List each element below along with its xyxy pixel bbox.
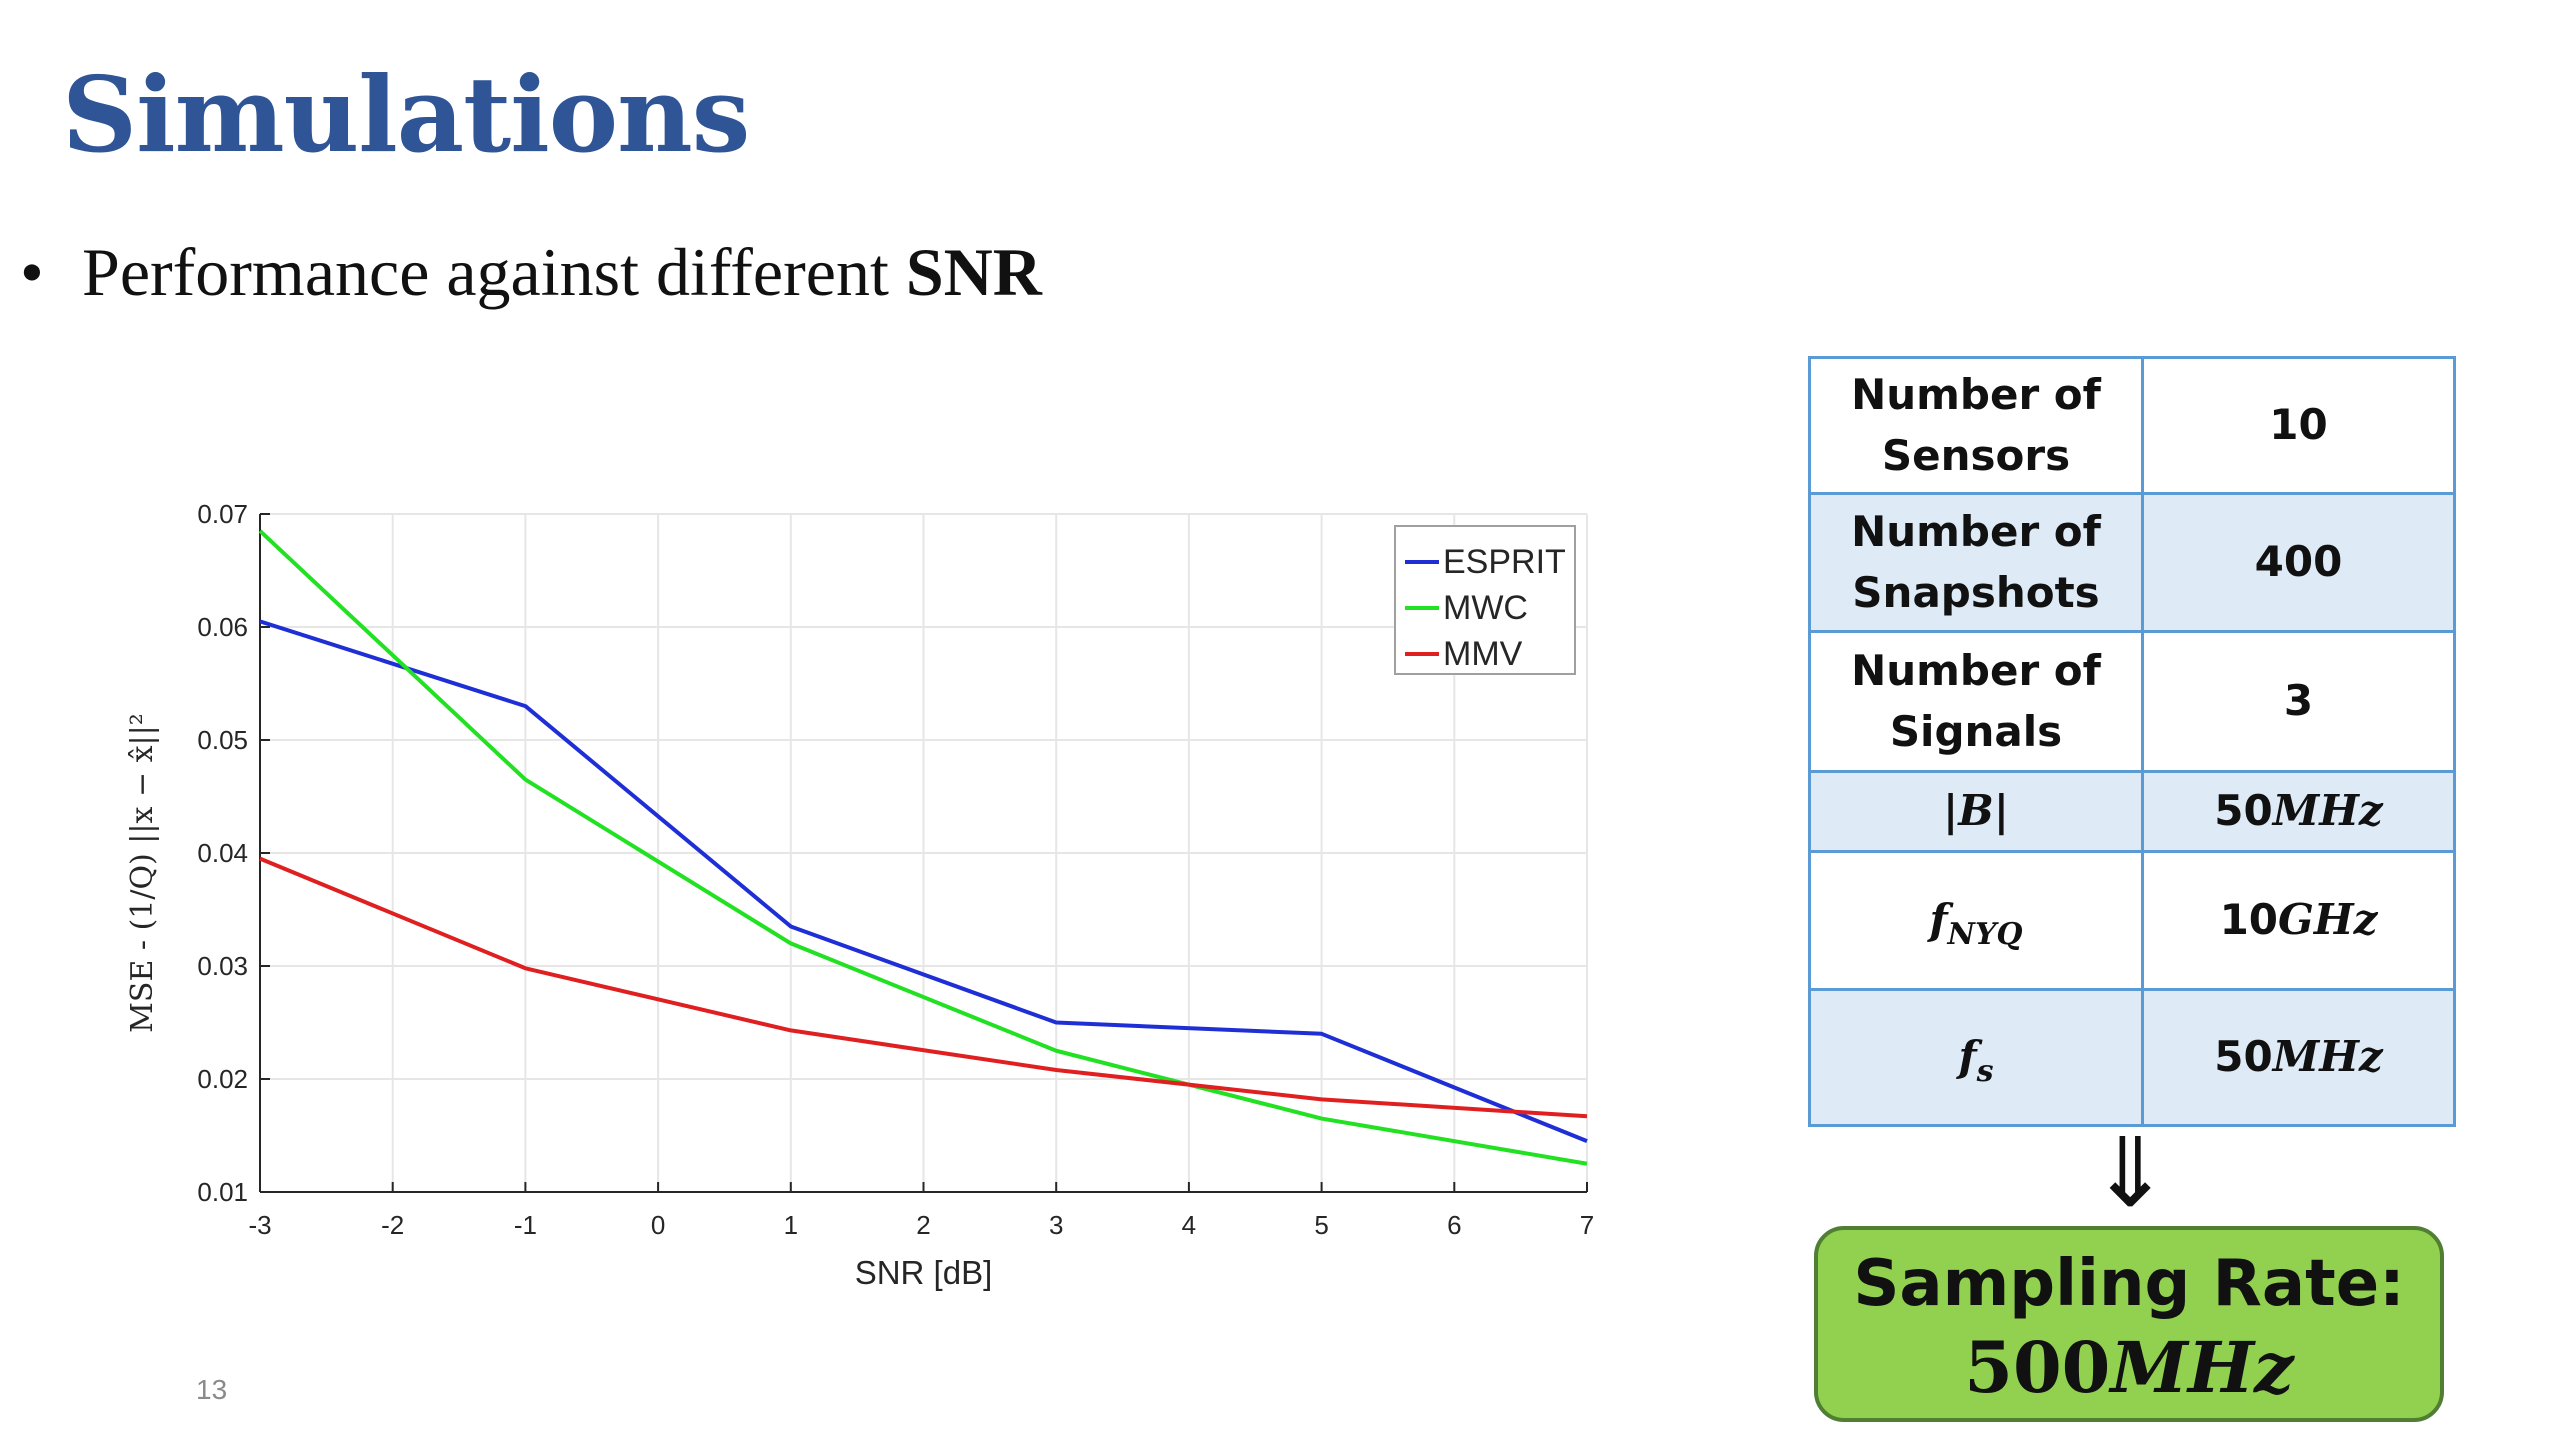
param-label: Number of Snapshots — [1808, 492, 2144, 633]
table-row-nyquist: fNYQ 10GHz — [1808, 850, 2456, 991]
x-tick-label: 4 — [1182, 1210, 1196, 1240]
rate-number: 500 — [1964, 1326, 2111, 1409]
x-tick-label: 3 — [1049, 1210, 1063, 1240]
param-value: 50MHz — [2141, 988, 2456, 1127]
x-tick-label: 1 — [784, 1210, 798, 1240]
bullet-item: • Performance against different SNR — [20, 232, 1042, 314]
series-line-mmv — [259, 856, 1588, 1119]
y-tick-label: 0.04 — [197, 838, 248, 868]
y-tick-label: 0.05 — [197, 725, 248, 755]
y-axis-label: MSE - (1/Q) ||x − x̂||² — [125, 713, 160, 1033]
table-row-bandwidth: |B| 50MHz — [1808, 770, 2456, 853]
x-tick-label: 6 — [1447, 1210, 1461, 1240]
value-unit: GHz — [2278, 895, 2378, 945]
label-subscript: s — [1976, 1054, 1994, 1090]
value-number: 50 — [2214, 786, 2273, 836]
y-tick-label: 0.07 — [197, 499, 248, 529]
x-tick-label: -2 — [381, 1210, 404, 1240]
legend-entry-mmv: MMV — [1443, 635, 1523, 673]
x-tick-label: 7 — [1580, 1210, 1594, 1240]
legend-entry-esprit: ESPRIT — [1443, 543, 1566, 581]
value-number: 50 — [2214, 1032, 2273, 1082]
label-main: f — [1958, 1032, 1977, 1082]
param-label: fNYQ — [1808, 850, 2144, 991]
slide-title: Simulations — [62, 53, 750, 176]
param-value: 400 — [2141, 492, 2456, 633]
down-arrow-icon: ⇓ — [2090, 1117, 2171, 1229]
x-tick-label: -1 — [514, 1210, 537, 1240]
y-tick-label: 0.02 — [197, 1064, 248, 1094]
table-row-snapshots: Number of Snapshots 400 — [1808, 492, 2456, 633]
sampling-rate-value: 500MHz — [1818, 1324, 2440, 1412]
page-number: 13 — [196, 1374, 228, 1405]
label-subscript: NYQ — [1947, 917, 2023, 953]
bullet-emphasis: SNR — [905, 234, 1042, 310]
param-value: 50MHz — [2141, 770, 2456, 853]
sampling-rate-box: Sampling Rate: 500MHz — [1814, 1226, 2444, 1422]
table-row-sensors: Number of Sensors 10 — [1808, 356, 2456, 495]
param-label: Number of Sensors — [1808, 356, 2144, 495]
x-tick-label: 2 — [916, 1210, 930, 1240]
series-line-mwc — [258, 529, 1588, 1166]
param-label: fs — [1808, 988, 2144, 1127]
x-tick-label: 5 — [1314, 1210, 1328, 1240]
value-unit: MHz — [2272, 1032, 2383, 1082]
label-main: f — [1929, 895, 1948, 945]
sampling-rate-label: Sampling Rate: — [1853, 1247, 2405, 1321]
x-axis-label: SNR [dB] — [855, 1254, 993, 1291]
table-row-signals: Number of Signals 3 — [1808, 630, 2456, 773]
y-tick-label: 0.03 — [197, 951, 248, 981]
chart-svg: -3 -2 -1 0 1 2 3 4 5 6 7 0.01 0.02 0.03 0.04 0.05 0.06 0.… — [125, 499, 1594, 1291]
mse-vs-snr-chart: -3 -2 -1 0 1 2 3 4 5 6 7 0.01 0.02 0.03 0.04 0.05 0.06 0.… — [100, 470, 1620, 1320]
y-tick-label: 0.01 — [197, 1177, 248, 1207]
param-label: |B| — [1808, 770, 2144, 853]
value-unit: MHz — [2272, 786, 2383, 836]
legend-entry-mwc: MWC — [1443, 589, 1528, 627]
parameters-table: Number of Sensors 10 Number of Snapshots… — [1808, 356, 2456, 1127]
legend-box — [1394, 525, 1576, 675]
param-value: 10 — [2141, 356, 2456, 495]
rate-unit: MHz — [2110, 1326, 2294, 1409]
bullet-marker: • — [20, 234, 44, 310]
param-label: Number of Signals — [1808, 630, 2144, 773]
param-value: 10GHz — [2141, 850, 2456, 991]
bullet-text: Performance against different — [82, 234, 906, 310]
value-number: 10 — [2219, 895, 2279, 945]
x-tick-label: 0 — [651, 1210, 665, 1240]
x-tick-label: -3 — [248, 1210, 271, 1240]
param-value: 3 — [2141, 630, 2456, 773]
table-row-fs: fs 50MHz — [1808, 988, 2456, 1127]
series-line-esprit — [259, 619, 1588, 1144]
y-tick-label: 0.06 — [197, 612, 248, 642]
